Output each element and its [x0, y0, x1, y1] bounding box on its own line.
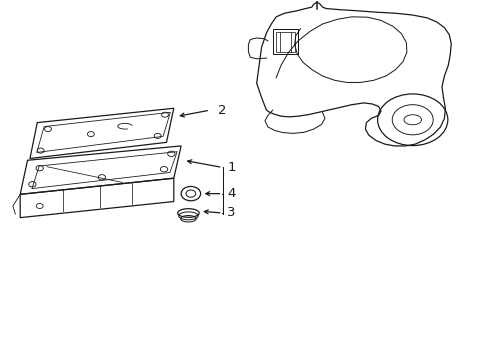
Text: 4: 4 — [227, 187, 235, 200]
Text: 3: 3 — [227, 207, 235, 220]
Text: 1: 1 — [227, 161, 235, 174]
Text: 2: 2 — [217, 104, 226, 117]
